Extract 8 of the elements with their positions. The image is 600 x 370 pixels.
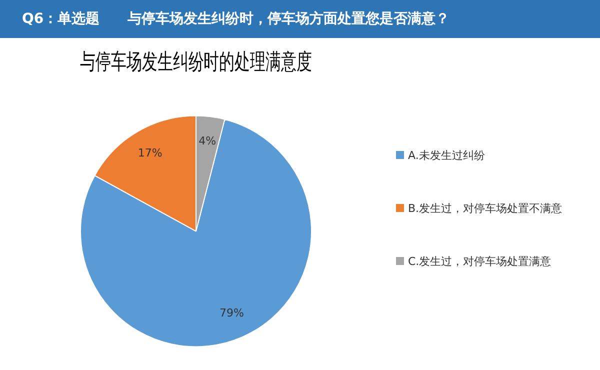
data-label: 79%	[220, 306, 244, 320]
chart-title: 与停车场发生纠纷时的处理满意度	[80, 49, 312, 75]
legend-label: B.发生过，对停车场处置不满意	[408, 201, 562, 216]
legend-label: C.发生过，对停车场处置满意	[408, 254, 552, 269]
text: Q6：单选题 与停车场发生纠纷时，停车场方面处置您是否满意？	[0, 0, 600, 38]
legend-label: A.未发生过纠纷	[408, 148, 485, 163]
data-label: 4%	[198, 134, 216, 148]
data-label: 17%	[138, 146, 162, 160]
